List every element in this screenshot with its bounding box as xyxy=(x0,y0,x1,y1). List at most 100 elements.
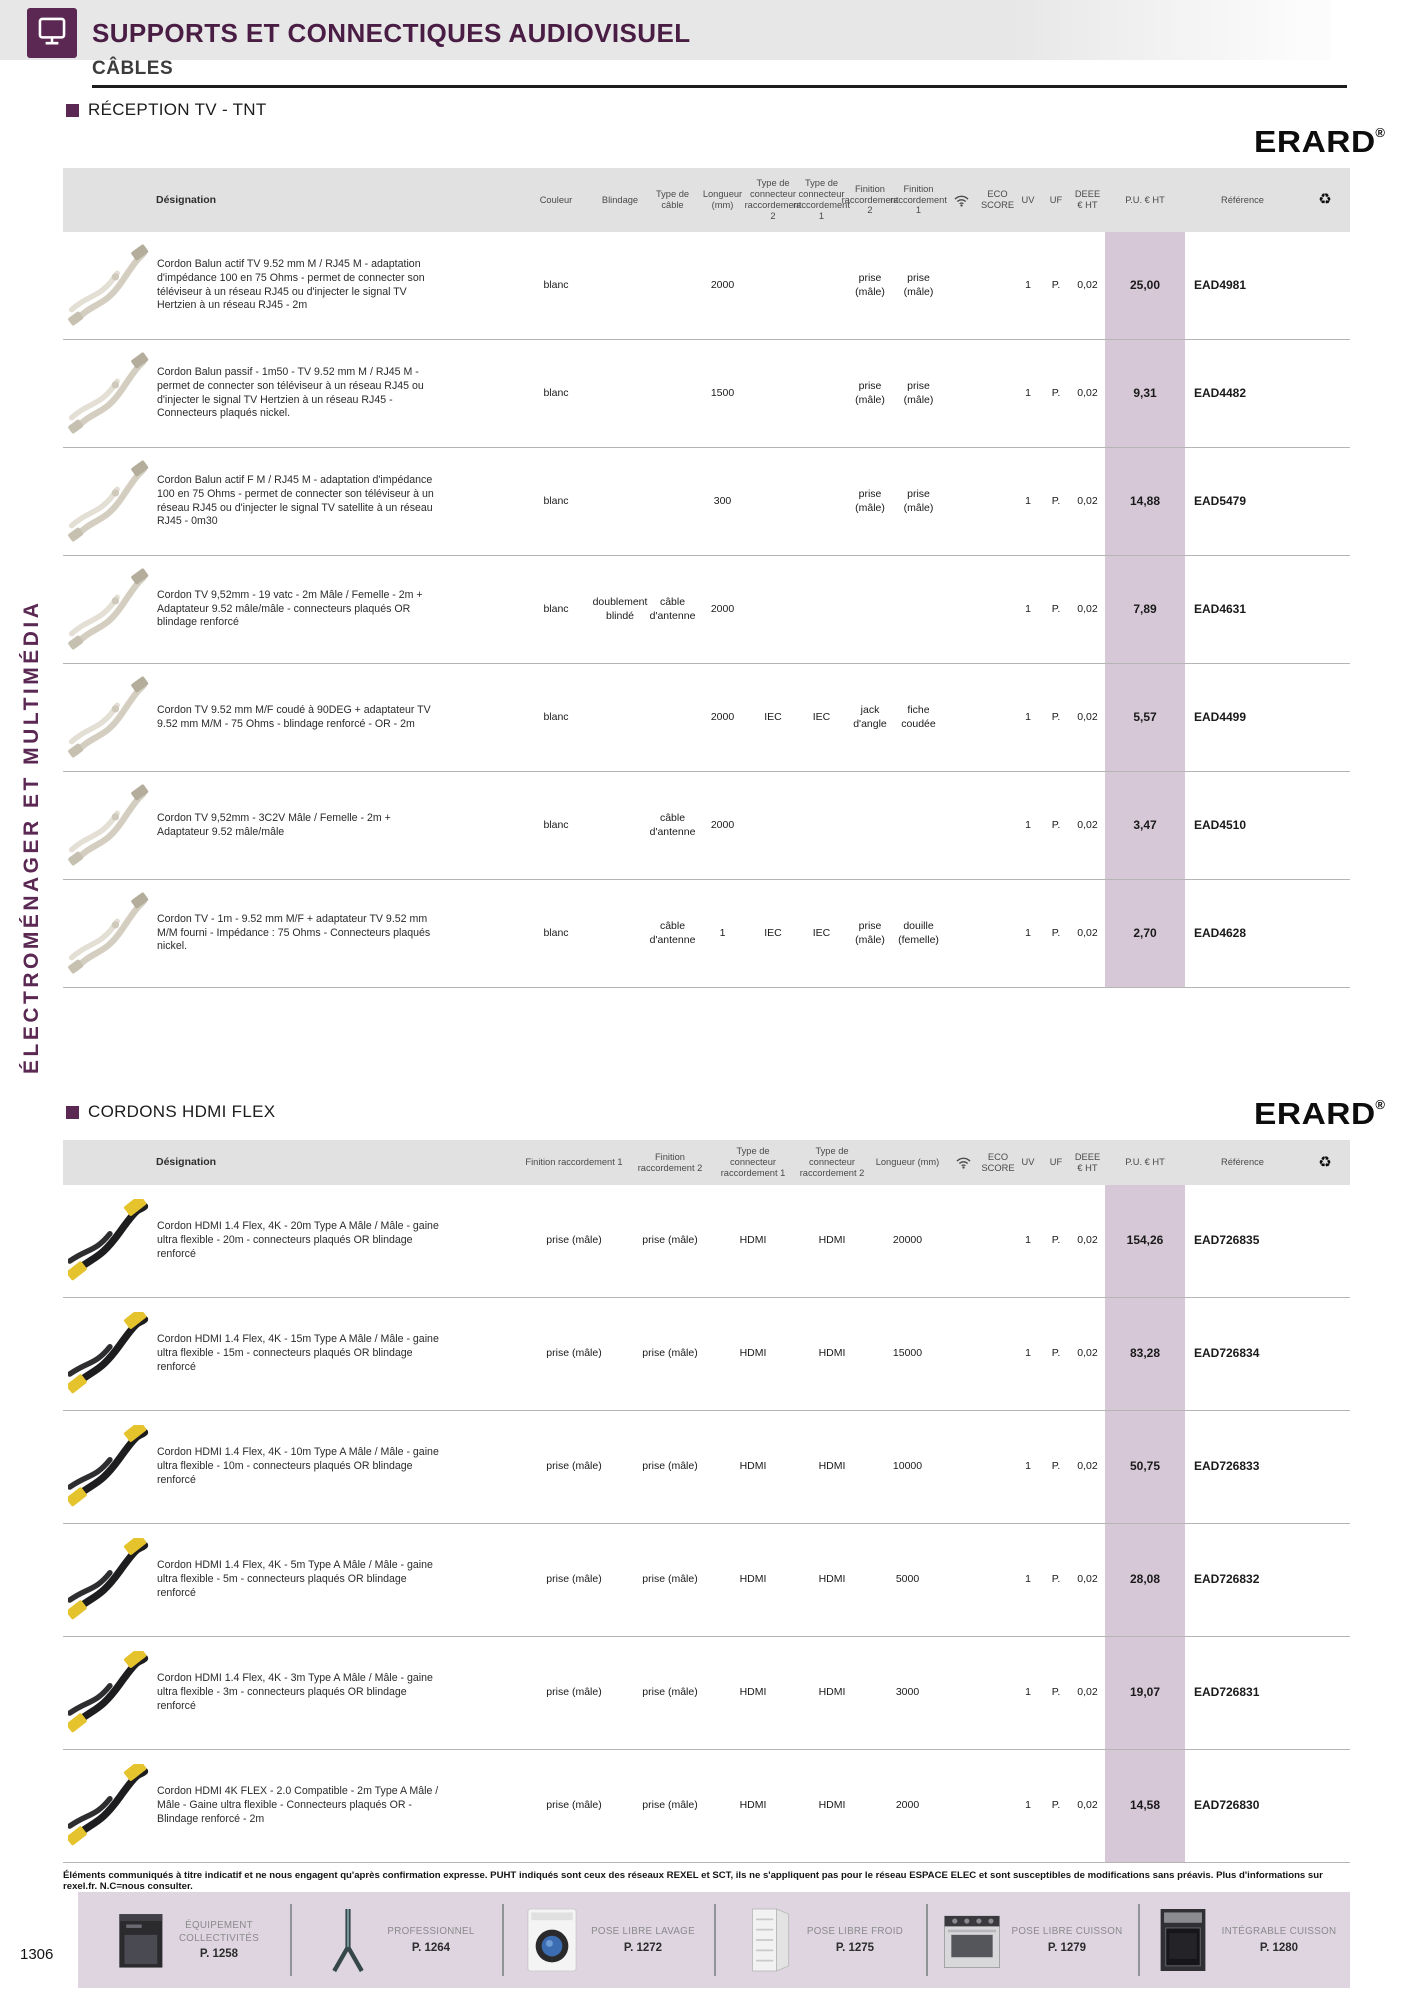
cell-pu: 9,31 xyxy=(1133,385,1157,400)
section-header-reception-tv: RÉCEPTION TV - TNT xyxy=(66,100,267,120)
cell-pu: 28,08 xyxy=(1129,1572,1161,1587)
cell-fin2: prise (mâle) xyxy=(642,1686,698,1699)
table-body: Cordon Balun actif TV 9.52 mm M / RJ45 M… xyxy=(63,232,1350,988)
cell-uf: P. xyxy=(1051,1234,1061,1247)
footer-item-p-1258[interactable]: ÉQUIPEMENT COLLECTIVITÉS P. 1258 xyxy=(78,1892,290,1988)
cell-uf: P. xyxy=(1051,926,1061,939)
cell-designation: Cordon TV 9.52 mm M/F coudé à 90DEG + ad… xyxy=(157,703,431,730)
table-header-row: Désignation Couleur Blindage Type de câble L… xyxy=(63,168,1350,232)
tv-cable-image xyxy=(63,352,155,436)
column-header-fin1: Finition raccordement 1 xyxy=(890,183,947,216)
table-row: Cordon TV - 1m - 9.52 mm M/F + adaptateu… xyxy=(63,879,1350,987)
cell-conn2: HDMI xyxy=(818,1799,846,1812)
footer-item-label: POSE LIBRE LAVAGE xyxy=(591,1926,695,1938)
footer-item-label: ÉQUIPEMENT xyxy=(185,1919,253,1931)
footer-item-page-link[interactable]: P. 1279 xyxy=(1047,1941,1087,1954)
sidebar-vertical-label: ÉLECTROMÉNAGER ET MULTIMÉDIA xyxy=(20,599,43,1074)
hdmi-cable-image xyxy=(63,1425,155,1509)
cell-fin2: prise (mâle) xyxy=(642,1347,698,1360)
cell-uf: P. xyxy=(1051,602,1061,615)
subcategory-title: CÂBLES xyxy=(92,58,174,79)
cell-fin2: prise (mâle) xyxy=(855,487,885,514)
cell-fin2: jack d'angle xyxy=(853,703,887,730)
cell-uv: 1 xyxy=(1025,1799,1031,1812)
cell-couleur: blanc xyxy=(543,386,569,399)
cell-fin2: prise (mâle) xyxy=(855,379,885,406)
recycle-icon: ♻ xyxy=(1318,1153,1332,1171)
upright-fridge-image xyxy=(737,1898,799,1982)
cell-conn1: HDMI xyxy=(739,1347,767,1360)
cell-pu: 50,75 xyxy=(1129,1459,1161,1474)
cell-ref: EAD726835 xyxy=(1194,1233,1260,1248)
cell-conn1: IEC xyxy=(812,710,831,723)
cell-ref: EAD726832 xyxy=(1194,1572,1260,1587)
footer-item-p-1264[interactable]: PROFESSIONNEL P. 1264 xyxy=(290,1892,502,1988)
cell-uf: P. xyxy=(1051,818,1061,831)
table-row: Cordon HDMI 1.4 Flex, 4K - 10m Type A Mâ… xyxy=(63,1410,1350,1523)
cell-conn2: HDMI xyxy=(818,1573,846,1586)
cell-conn2: IEC xyxy=(764,926,782,939)
cell-pu: 14,88 xyxy=(1129,493,1161,508)
cell-fin1: douille (femelle) xyxy=(898,919,939,946)
cell-fin1: prise (mâle) xyxy=(546,1799,602,1812)
table-reception-tv-tnt: Désignation Couleur Blindage Type de câble L… xyxy=(63,168,1350,988)
footer-item-p-1280[interactable]: INTÉGRABLE CUISSON P. 1280 xyxy=(1138,1892,1350,1988)
cell-conn2: HDMI xyxy=(818,1686,846,1699)
cell-deee: 0,02 xyxy=(1077,710,1098,723)
section-bullet xyxy=(66,103,79,117)
cell-uv: 1 xyxy=(1025,926,1031,939)
cell-uv: 1 xyxy=(1025,1573,1031,1586)
cell-deee: 0,02 xyxy=(1077,1573,1098,1586)
built-in-oven-image xyxy=(1152,1898,1214,1982)
footer-item-text: POSE LIBRE FROID P. 1275 xyxy=(807,1926,903,1954)
cell-conn1: IEC xyxy=(812,926,831,939)
footer-item-p-1272[interactable]: POSE LIBRE LAVAGE P. 1272 xyxy=(502,1892,714,1988)
cell-deee: 0,02 xyxy=(1077,818,1098,831)
column-header-eco: ECO SCORE xyxy=(980,189,1015,210)
cell-deee: 0,02 xyxy=(1077,602,1098,615)
footer-item-page-link[interactable]: P. 1258 xyxy=(199,1948,239,1961)
footer-item-label: INTÉGRABLE CUISSON xyxy=(1221,1926,1337,1938)
footer-item-page-link[interactable]: P. 1272 xyxy=(623,1941,663,1954)
column-header-designation: Désignation xyxy=(156,1156,217,1169)
cell-longueur: 5000 xyxy=(895,1573,920,1586)
column-header-uv: UV xyxy=(1021,1157,1035,1168)
cell-deee: 0,02 xyxy=(1077,494,1098,507)
cell-longueur: 1500 xyxy=(710,386,735,399)
footer-item-text: POSE LIBRE CUISSON P. 1279 xyxy=(1011,1926,1122,1954)
cell-blindage: doublement blindé xyxy=(592,595,648,622)
cell-fin2: prise (mâle) xyxy=(642,1460,698,1473)
cell-fin1: prise (mâle) xyxy=(546,1347,602,1360)
tv-cable-image xyxy=(63,460,155,544)
cell-fin1: prise (mâle) xyxy=(903,379,934,406)
column-header-type_cable: Type de câble xyxy=(655,189,690,210)
footer-item-page-link[interactable]: P. 1275 xyxy=(835,1941,875,1954)
footer-item-page-link[interactable]: P. 1280 xyxy=(1259,1941,1299,1954)
tv-cable-image xyxy=(63,244,155,328)
cell-ref: EAD726834 xyxy=(1194,1346,1260,1361)
cell-uv: 1 xyxy=(1025,1347,1031,1360)
column-header-couleur: Couleur xyxy=(539,194,573,205)
cell-longueur: 10000 xyxy=(892,1460,923,1473)
footer-category-bar: ÉQUIPEMENT COLLECTIVITÉS P. 1258 PROFESSION… xyxy=(78,1892,1350,1988)
cell-fin2: prise (mâle) xyxy=(642,1573,698,1586)
cell-designation: Cordon HDMI 1.4 Flex, 4K - 20m Type A Mâ… xyxy=(157,1220,439,1260)
footer-item-page-link[interactable]: P. 1264 xyxy=(411,1941,451,1954)
column-header-uf: UF xyxy=(1049,194,1063,205)
cell-conn1: HDMI xyxy=(739,1799,767,1812)
brand-logo-erard: ERARD ® xyxy=(1253,124,1385,159)
category-icon-box xyxy=(27,8,77,58)
cell-uv: 1 xyxy=(1025,278,1031,291)
column-header-fin2: Finition raccordement 2 xyxy=(841,183,899,216)
cell-deee: 0,02 xyxy=(1077,1234,1098,1247)
footer-item-p-1275[interactable]: POSE LIBRE FROID P. 1275 xyxy=(714,1892,926,1988)
cell-ref: EAD4510 xyxy=(1194,817,1247,832)
cell-fin2: prise (mâle) xyxy=(642,1234,698,1247)
table-row: Cordon HDMI 1.4 Flex, 4K - 3m Type A Mâl… xyxy=(63,1636,1350,1749)
cell-couleur: blanc xyxy=(543,818,569,831)
footer-item-p-1279[interactable]: POSE LIBRE CUISSON P. 1279 xyxy=(926,1892,1138,1988)
cell-conn1: HDMI xyxy=(739,1234,767,1247)
cell-uv: 1 xyxy=(1025,1234,1031,1247)
column-header-conn2: Type de connecteur raccordement 2 xyxy=(744,178,802,221)
